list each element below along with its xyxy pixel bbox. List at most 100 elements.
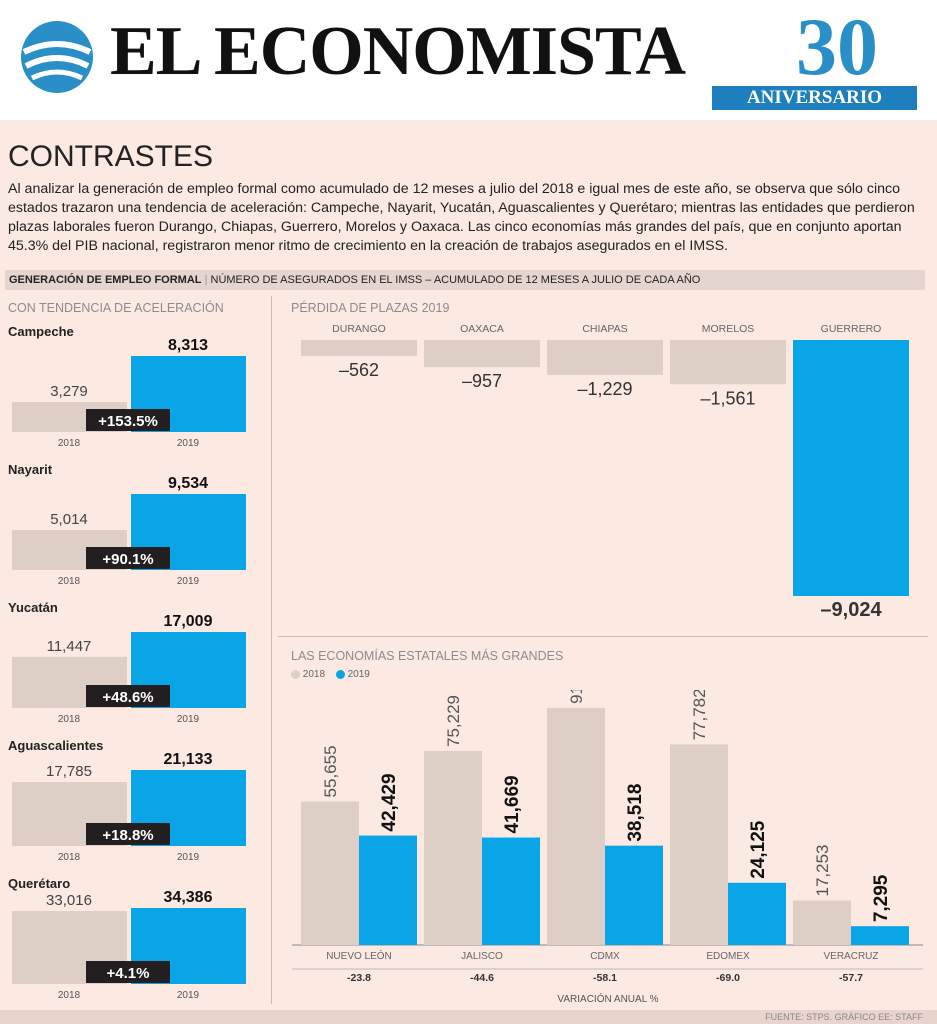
value-label-2019: 9,534 <box>168 475 208 492</box>
masthead: EL ECONOMISTA 30 ANIVERSARIO <box>0 0 937 120</box>
loss-value-label: –1,561 <box>700 388 755 408</box>
year-label-2019: 2019 <box>177 576 200 587</box>
intro-paragraph: Al analizar la generación de empleo form… <box>8 181 915 254</box>
change-badge <box>86 823 170 845</box>
variation-label: -44.6 <box>470 972 494 984</box>
year-label-2019: 2019 <box>177 852 200 863</box>
variation-label: -69.0 <box>716 972 740 984</box>
loss-bar <box>793 340 909 596</box>
value-label-2019: 21,133 <box>164 751 213 768</box>
chart-header-subtitle: NÚMERO DE ASEGURADOS EN EL IMSS – ACUMUL… <box>210 274 701 286</box>
value-label-2018: 5,014 <box>50 511 88 528</box>
legend-label-2019: 2019 <box>347 669 370 680</box>
value-label-2018: 55,655 <box>321 745 340 797</box>
loss-bar <box>424 340 540 368</box>
bar-2019 <box>851 926 909 945</box>
value-label-2018: 17,785 <box>46 763 92 780</box>
loss-value-label: –9,024 <box>820 599 882 621</box>
bar-2019 <box>605 845 663 945</box>
loss-category-label: CHIAPAS <box>582 323 627 335</box>
loss-bar <box>547 340 663 375</box>
footer-source: FUENTE: STPS. GRÁFICO EE: STAFF <box>0 1010 937 1024</box>
value-label-2019: 34,386 <box>164 889 213 906</box>
loss-chart: DURANGO –562 OAXACA –957 CHIAPAS –1,229 MORELO… <box>301 323 909 621</box>
value-label-2018: 77,782 <box>690 690 709 740</box>
econ-category-label: JALISCO <box>461 951 503 962</box>
bar-2018 <box>670 744 728 945</box>
bar-2018 <box>424 750 482 945</box>
value-label-2019: 42,429 <box>379 773 400 831</box>
loss-category-label: OAXACA <box>460 323 504 335</box>
panel-divider <box>271 296 272 1004</box>
change-label: +48.6% <box>102 689 153 706</box>
value-label-2019: 24,125 <box>748 820 769 879</box>
econ-category-label: CDMX <box>590 951 620 962</box>
value-label-2018: 3,279 <box>50 383 88 400</box>
variation-axis-label: VARIACIÓN ANUAL % <box>557 992 658 1005</box>
bar-2019 <box>482 837 540 945</box>
year-label-2018: 2018 <box>58 852 81 863</box>
econ-panel-title: LAS ECONOMÍAS ESTATALES MÁS GRANDES <box>291 649 564 663</box>
loss-value-label: –562 <box>339 360 379 380</box>
section-title: CONTRASTES <box>8 140 214 173</box>
value-label-2018: 75,229 <box>444 695 463 747</box>
globe-logo-icon <box>21 21 93 93</box>
anniversary-ribbon: ANIVERSARIO <box>712 86 917 110</box>
loss-value-label: –957 <box>462 371 502 391</box>
loss-category-label: DURANGO <box>332 323 386 335</box>
econ-chart: 55,655 42,429 NUEVO LEÓN -23.8 75,229 41,669 J… <box>292 690 923 1005</box>
bar-2018 <box>547 707 605 945</box>
loss-bar <box>670 340 786 385</box>
loss-category-label: GUERRERO <box>821 323 882 335</box>
state-name: Nayarit <box>8 462 53 477</box>
legend-swatch-2018 <box>291 669 300 679</box>
year-label-2018: 2018 <box>58 438 81 449</box>
value-label-2018: 91,932 <box>567 690 586 704</box>
year-label-2019: 2019 <box>177 714 200 725</box>
state-name: Querétaro <box>8 876 70 891</box>
chart-header: GENERACIÓN DE EMPLEO FORMAL | NÚMERO DE … <box>5 270 925 290</box>
change-badge <box>86 961 170 983</box>
value-label-2019: 41,669 <box>502 775 523 833</box>
year-label-2019: 2019 <box>177 990 200 1001</box>
change-label: +4.1% <box>107 965 150 982</box>
value-label-2019: 8,313 <box>168 337 208 354</box>
value-label-2018: 33,016 <box>46 892 92 909</box>
legend-swatch-2019 <box>335 669 345 679</box>
variation-label: -58.1 <box>593 972 617 984</box>
brand-name: EL ECONOMISTA <box>110 13 686 90</box>
state-name: Campeche <box>8 324 74 339</box>
loss-bar <box>301 340 417 356</box>
header-separator: | <box>204 274 211 286</box>
accel-panel-title: CON TENDENCIA DE ACELERACIÓN <box>8 301 224 315</box>
legend-label-2018: 2018 <box>302 669 326 680</box>
state-name: Yucatán <box>8 600 58 615</box>
change-badge <box>86 409 170 431</box>
loss-panel-title: PÉRDIDA DE PLAZAS 2019 <box>291 301 450 315</box>
change-badge <box>86 547 170 569</box>
value-label-2019: 38,518 <box>625 784 646 842</box>
change-label: +18.8% <box>102 827 153 844</box>
year-label-2019: 2019 <box>177 438 200 449</box>
chart-header-title: GENERACIÓN DE EMPLEO FORMAL <box>9 274 202 286</box>
bar-2019 <box>359 835 417 945</box>
econ-legend: 2018 2019 <box>291 669 370 680</box>
value-label-2018: 11,447 <box>47 638 92 655</box>
econ-category-label: NUEVO LEÓN <box>326 949 392 962</box>
value-label-2018: 17,253 <box>813 845 832 897</box>
state-name: Aguascalientes <box>8 738 103 753</box>
year-label-2018: 2018 <box>58 576 81 587</box>
change-label: +90.1% <box>102 551 153 568</box>
bar-2018 <box>793 900 851 945</box>
variation-label: -23.8 <box>347 972 371 984</box>
bar-2019 <box>728 882 786 945</box>
econ-category-label: VERACRUZ <box>823 951 878 962</box>
anniversary-number: 30 <box>796 1 878 92</box>
value-label-2019: 17,009 <box>164 613 213 630</box>
section-divider <box>278 636 928 637</box>
change-badge <box>86 685 170 707</box>
variation-label: -57.7 <box>839 972 863 984</box>
econ-category-label: EDOMEX <box>706 951 750 962</box>
change-label: +153.5% <box>98 413 158 430</box>
value-label-2019: 7,295 <box>871 874 892 922</box>
